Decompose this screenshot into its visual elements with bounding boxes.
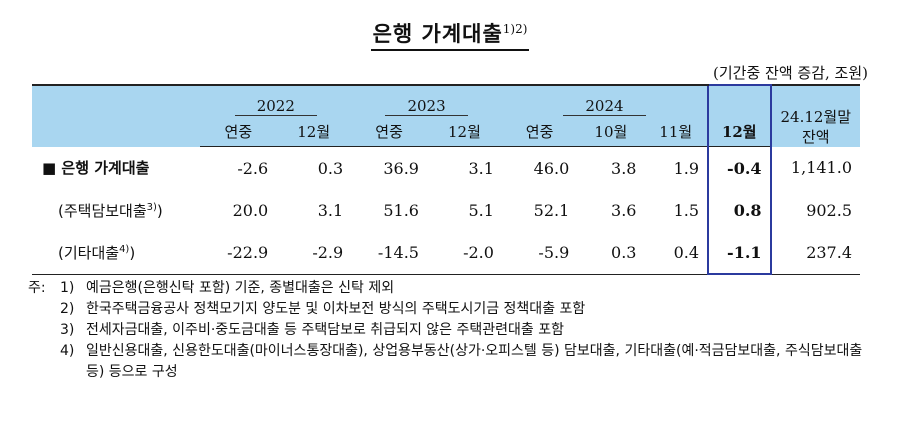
header-period: 연중 — [501, 116, 578, 147]
cell: 52.1 — [533, 200, 570, 220]
cell-balance: 1,141.0 — [790, 158, 852, 178]
header-period: 연중 — [351, 116, 427, 147]
cell: 1.9 — [673, 158, 700, 178]
cell: 0.4 — [644, 231, 709, 275]
cell-balance: 237.4 — [770, 231, 860, 275]
loan-table: 2022 2023 2024 24.12월말 잔액 연중 12월 연중 12월 … — [32, 84, 860, 275]
header-period: 연중 — [200, 116, 277, 147]
header-period-highlight: 12월 — [707, 116, 772, 147]
row-label: (기타대출4)) — [32, 231, 201, 275]
header-year-2022: 2022 — [200, 84, 352, 116]
cell: -2.9 — [276, 231, 352, 275]
cell: 51.6 — [383, 200, 419, 220]
cell-highlight: -0.4 — [707, 146, 772, 189]
cell: 20.0 — [232, 200, 269, 220]
footnote-prefix: 주: — [28, 280, 46, 296]
cell-balance: 902.5 — [806, 200, 852, 220]
header-balance: 24.12월말 잔액 — [770, 84, 860, 147]
footnote-item: 2) 한국주택금융공사 정책모기지 양도분 및 이차보전 방식의 주택도시기금 … — [60, 301, 586, 317]
cell: 5.1 — [468, 200, 494, 220]
footnote-item: 3) 전세자금대출, 이주비·중도금대출 등 주택담보로 취급되지 않은 주택관… — [60, 322, 564, 338]
footnote-item: 4) 일반신용대출, 신용한도대출(마이너스통장대출), 상업용부동산(상가·오… — [60, 343, 863, 380]
cell: 36.9 — [383, 158, 419, 178]
cell: 1.5 — [673, 200, 700, 220]
cell: -22.9 — [200, 231, 277, 275]
cell: 0.3 — [577, 231, 645, 275]
header-highlight-top — [707, 84, 772, 116]
table-row: (주택담보대출3)) 20.0 3.1 51.6 5.1 52.1 3.6 1.… — [32, 189, 860, 231]
title-footnote-ref: 1)2) — [502, 22, 528, 36]
cell-highlight: 0.8 — [707, 189, 772, 231]
footnote-item: 주: 1) 예금은행(은행신탁 포함) 기준, 종별대출은 신탁 제외 — [28, 278, 868, 299]
table-row: ■ 은행 가계대출 -2.6 0.3 36.9 3.1 46.0 3.8 1.9… — [32, 146, 860, 189]
header-year-2023: 2023 — [351, 84, 502, 116]
title-text: 은행 가계대출 — [372, 22, 503, 46]
cell: 46.0 — [533, 158, 570, 178]
page-title: 은행 가계대출1)2) — [370, 18, 530, 51]
header-year-2024: 2024 — [501, 84, 709, 116]
title-wrap: 은행 가계대출1)2) — [0, 18, 900, 51]
cell: -2.6 — [237, 158, 269, 178]
table-row: (기타대출4)) -22.9 -2.9 -14.5 -2.0 -5.9 0.3 … — [32, 231, 860, 275]
cell: 3.6 — [611, 200, 637, 220]
cell: -14.5 — [351, 231, 427, 275]
cell: 3.8 — [611, 158, 637, 178]
header-period: 11월 — [644, 116, 709, 147]
footnotes: 주: 1) 예금은행(은행신탁 포함) 기준, 종별대출은 신탁 제외 2) 한… — [28, 278, 868, 383]
cell-highlight: -1.1 — [707, 231, 772, 275]
header-row-years: 2022 2023 2024 24.12월말 잔액 — [32, 84, 860, 147]
cell: 0.3 — [317, 158, 344, 178]
cell: -5.9 — [501, 231, 578, 275]
header-period: 10월 — [577, 116, 645, 147]
header-period: 12월 — [426, 116, 502, 147]
row-label: (주택담보대출3)) — [58, 201, 163, 220]
header-period: 12월 — [276, 116, 352, 147]
header-row-periods: 연중 12월 연중 12월 연중 10월 11월 12월 — [32, 116, 860, 147]
unit-note: (기간중 잔액 증감, 조원) — [713, 64, 868, 82]
cell: 3.1 — [317, 200, 344, 220]
header-corner — [32, 84, 201, 147]
cell: -2.0 — [426, 231, 502, 275]
row-label: ■ 은행 가계대출 — [42, 159, 150, 178]
cell: 3.1 — [468, 158, 494, 178]
